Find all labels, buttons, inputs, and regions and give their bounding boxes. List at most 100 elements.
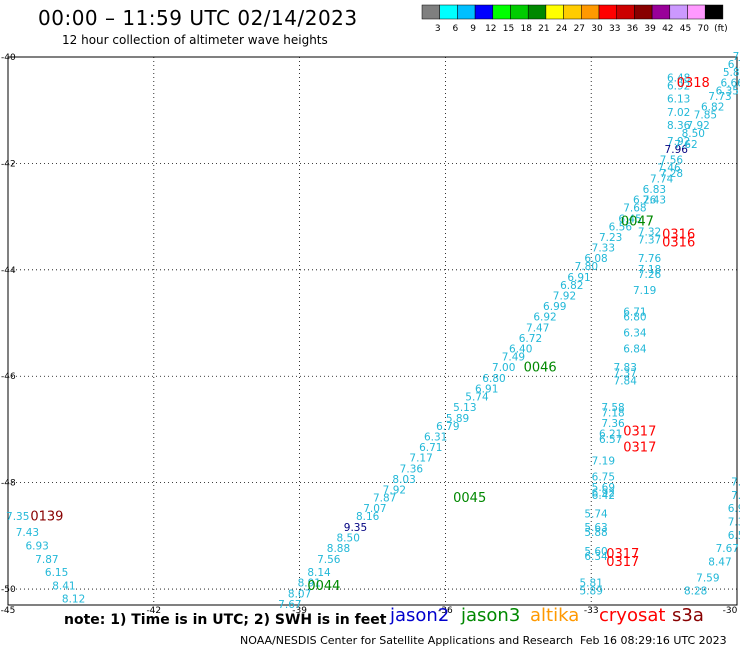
swh-value: 7.2 [731, 490, 740, 502]
swh-value: 5.60 [584, 546, 607, 558]
legend-jason2: jason2 [390, 605, 450, 626]
colorbar-label: 3 [435, 24, 441, 34]
swh-value: 6.08 [584, 253, 607, 265]
swh-value: 5.63 [584, 522, 607, 534]
swh-value: 7.18 [601, 407, 624, 419]
swh-value: 7.92 [383, 485, 406, 497]
colorbar-label: 39 [644, 24, 656, 34]
swh-value: 7.56 [660, 155, 684, 167]
swh-value: 6.70 [728, 59, 740, 71]
colorbar-label: 42 [662, 24, 673, 34]
swh-value: 6.71 [623, 306, 646, 318]
colorbar-swatch [704, 4, 724, 20]
legend-s3a: s3a [672, 605, 704, 626]
swh-value: 6.13 [667, 94, 690, 106]
swh-value: 7.96 [665, 144, 689, 156]
swh-value: 8.12 [62, 594, 85, 606]
pass-number-label: 0047 [621, 214, 654, 229]
colorbar-label: 33 [609, 24, 620, 34]
swh-value: 6.31 [424, 431, 447, 443]
swh-value: 6.91 [567, 272, 590, 284]
swh-value: 7.80 [575, 261, 598, 273]
swh-value: 7.23 [599, 232, 622, 244]
color-scale-bar: 3 6 9 12 15 18 21 24 27 30 33 36 39 42 45 70 (ft) [421, 4, 728, 34]
swh-value: 7.02 [667, 107, 690, 119]
swh-value: 7.59 [696, 572, 719, 584]
longitude-tick-label: -45 [1, 606, 16, 616]
longitude-tick-label: -33 [584, 606, 599, 616]
swh-value: 7.35 [6, 511, 29, 523]
swh-value: 7.62 [674, 139, 697, 151]
swh-value: 5.88 [584, 527, 607, 539]
swh-value: 6.71 [419, 442, 442, 454]
swh-value: 7.07 [363, 503, 386, 515]
swh-value: 5.13 [453, 402, 476, 414]
swh-value: 7.56 [317, 554, 341, 566]
swh-value: 7.17 [409, 453, 432, 465]
swh-value: 6.57 [599, 434, 622, 446]
swh-value: 8.14 [307, 567, 331, 579]
colorbar-label: 9 [470, 24, 476, 34]
swh-value: 6.45 [618, 213, 641, 225]
swh-value: 7.84 [614, 376, 638, 388]
pass-number-label: 0317 [623, 441, 656, 456]
pass-number-label: 0316 [662, 236, 695, 251]
latitude-tick-label: -48 [1, 479, 16, 489]
latitude-tick-label: -50 [1, 585, 16, 595]
swh-value: 6.82 [701, 102, 724, 114]
swh-value: 8.50 [337, 532, 360, 544]
swh-value: 6.82 [560, 280, 583, 292]
pass-number-label: 0044 [307, 579, 340, 594]
swh-value: 7.30 [728, 517, 740, 529]
swh-value: 9.35 [344, 522, 367, 534]
swh-value: 8.16 [356, 511, 380, 523]
colorbar-label: 45 [680, 24, 691, 34]
swh-value: 7.36 [601, 418, 625, 430]
swh-value: 7.20 [733, 51, 740, 63]
swh-value: 7.19 [592, 455, 615, 467]
swh-value: 6.35 [716, 86, 739, 98]
swh-value: 6.99 [543, 301, 566, 313]
swh-value: 7.76 [638, 253, 662, 265]
colorbar-label: 70 [697, 24, 709, 34]
longitude-tick-label: -39 [292, 606, 307, 616]
legend-note: note: 1) Time is in UTC; 2) SWH is in fe… [64, 612, 387, 628]
swh-value: 7.73 [708, 91, 731, 103]
colorbar-label: 21 [538, 24, 549, 34]
swh-value: 7.43 [16, 527, 39, 539]
swh-value: 6.56 [728, 530, 740, 542]
swh-value: 5.74 [584, 509, 608, 521]
legend-jason3: jason3 [461, 605, 521, 626]
swh-value: 6.75 [592, 471, 615, 483]
colorbar-label: 15 [503, 24, 514, 34]
pass-number-label: 0316 [662, 228, 695, 243]
swh-value: 7.36 [400, 463, 424, 475]
swh-value: 6.34 [584, 551, 608, 563]
swh-value: 5.81 [580, 578, 603, 590]
swh-value: 7.28 [660, 168, 683, 180]
swh-value: 8.88 [327, 543, 350, 555]
colorbar-label: 24 [556, 24, 568, 34]
colorbar-label: 36 [627, 24, 639, 34]
swh-value: 6.93 [25, 540, 48, 552]
swh-value: 7.83 [614, 362, 637, 374]
swh-value: 8.28 [684, 586, 707, 598]
swh-value: 6.42 [592, 490, 615, 502]
footer-credit: NOAA/NESDIS Center for Satellite Applica… [240, 634, 574, 647]
swh-value: 6.66 [720, 78, 740, 90]
swh-value: 6.80 [482, 373, 505, 385]
colorbar-label: (ft) [714, 24, 728, 34]
swh-value: 6.91 [475, 384, 498, 396]
swh-value: 5.74 [465, 392, 489, 404]
footer-timestamp: Feb 16 08:29:16 UTC 2023 [580, 634, 727, 647]
swh-value: 7.68 [623, 203, 646, 215]
longitude-tick-label: -42 [146, 606, 161, 616]
pass-number-label: 0318 [677, 76, 710, 91]
swh-value: 7.18 [638, 264, 661, 276]
legend-altika: altika [530, 605, 580, 626]
chart-title: 00:00 – 11:59 UTC 02/14/2023 [38, 6, 358, 30]
colorbar-label: 6 [453, 24, 459, 34]
swh-value: 6.84 [623, 344, 647, 356]
swh-value: 7.67 [278, 599, 301, 611]
